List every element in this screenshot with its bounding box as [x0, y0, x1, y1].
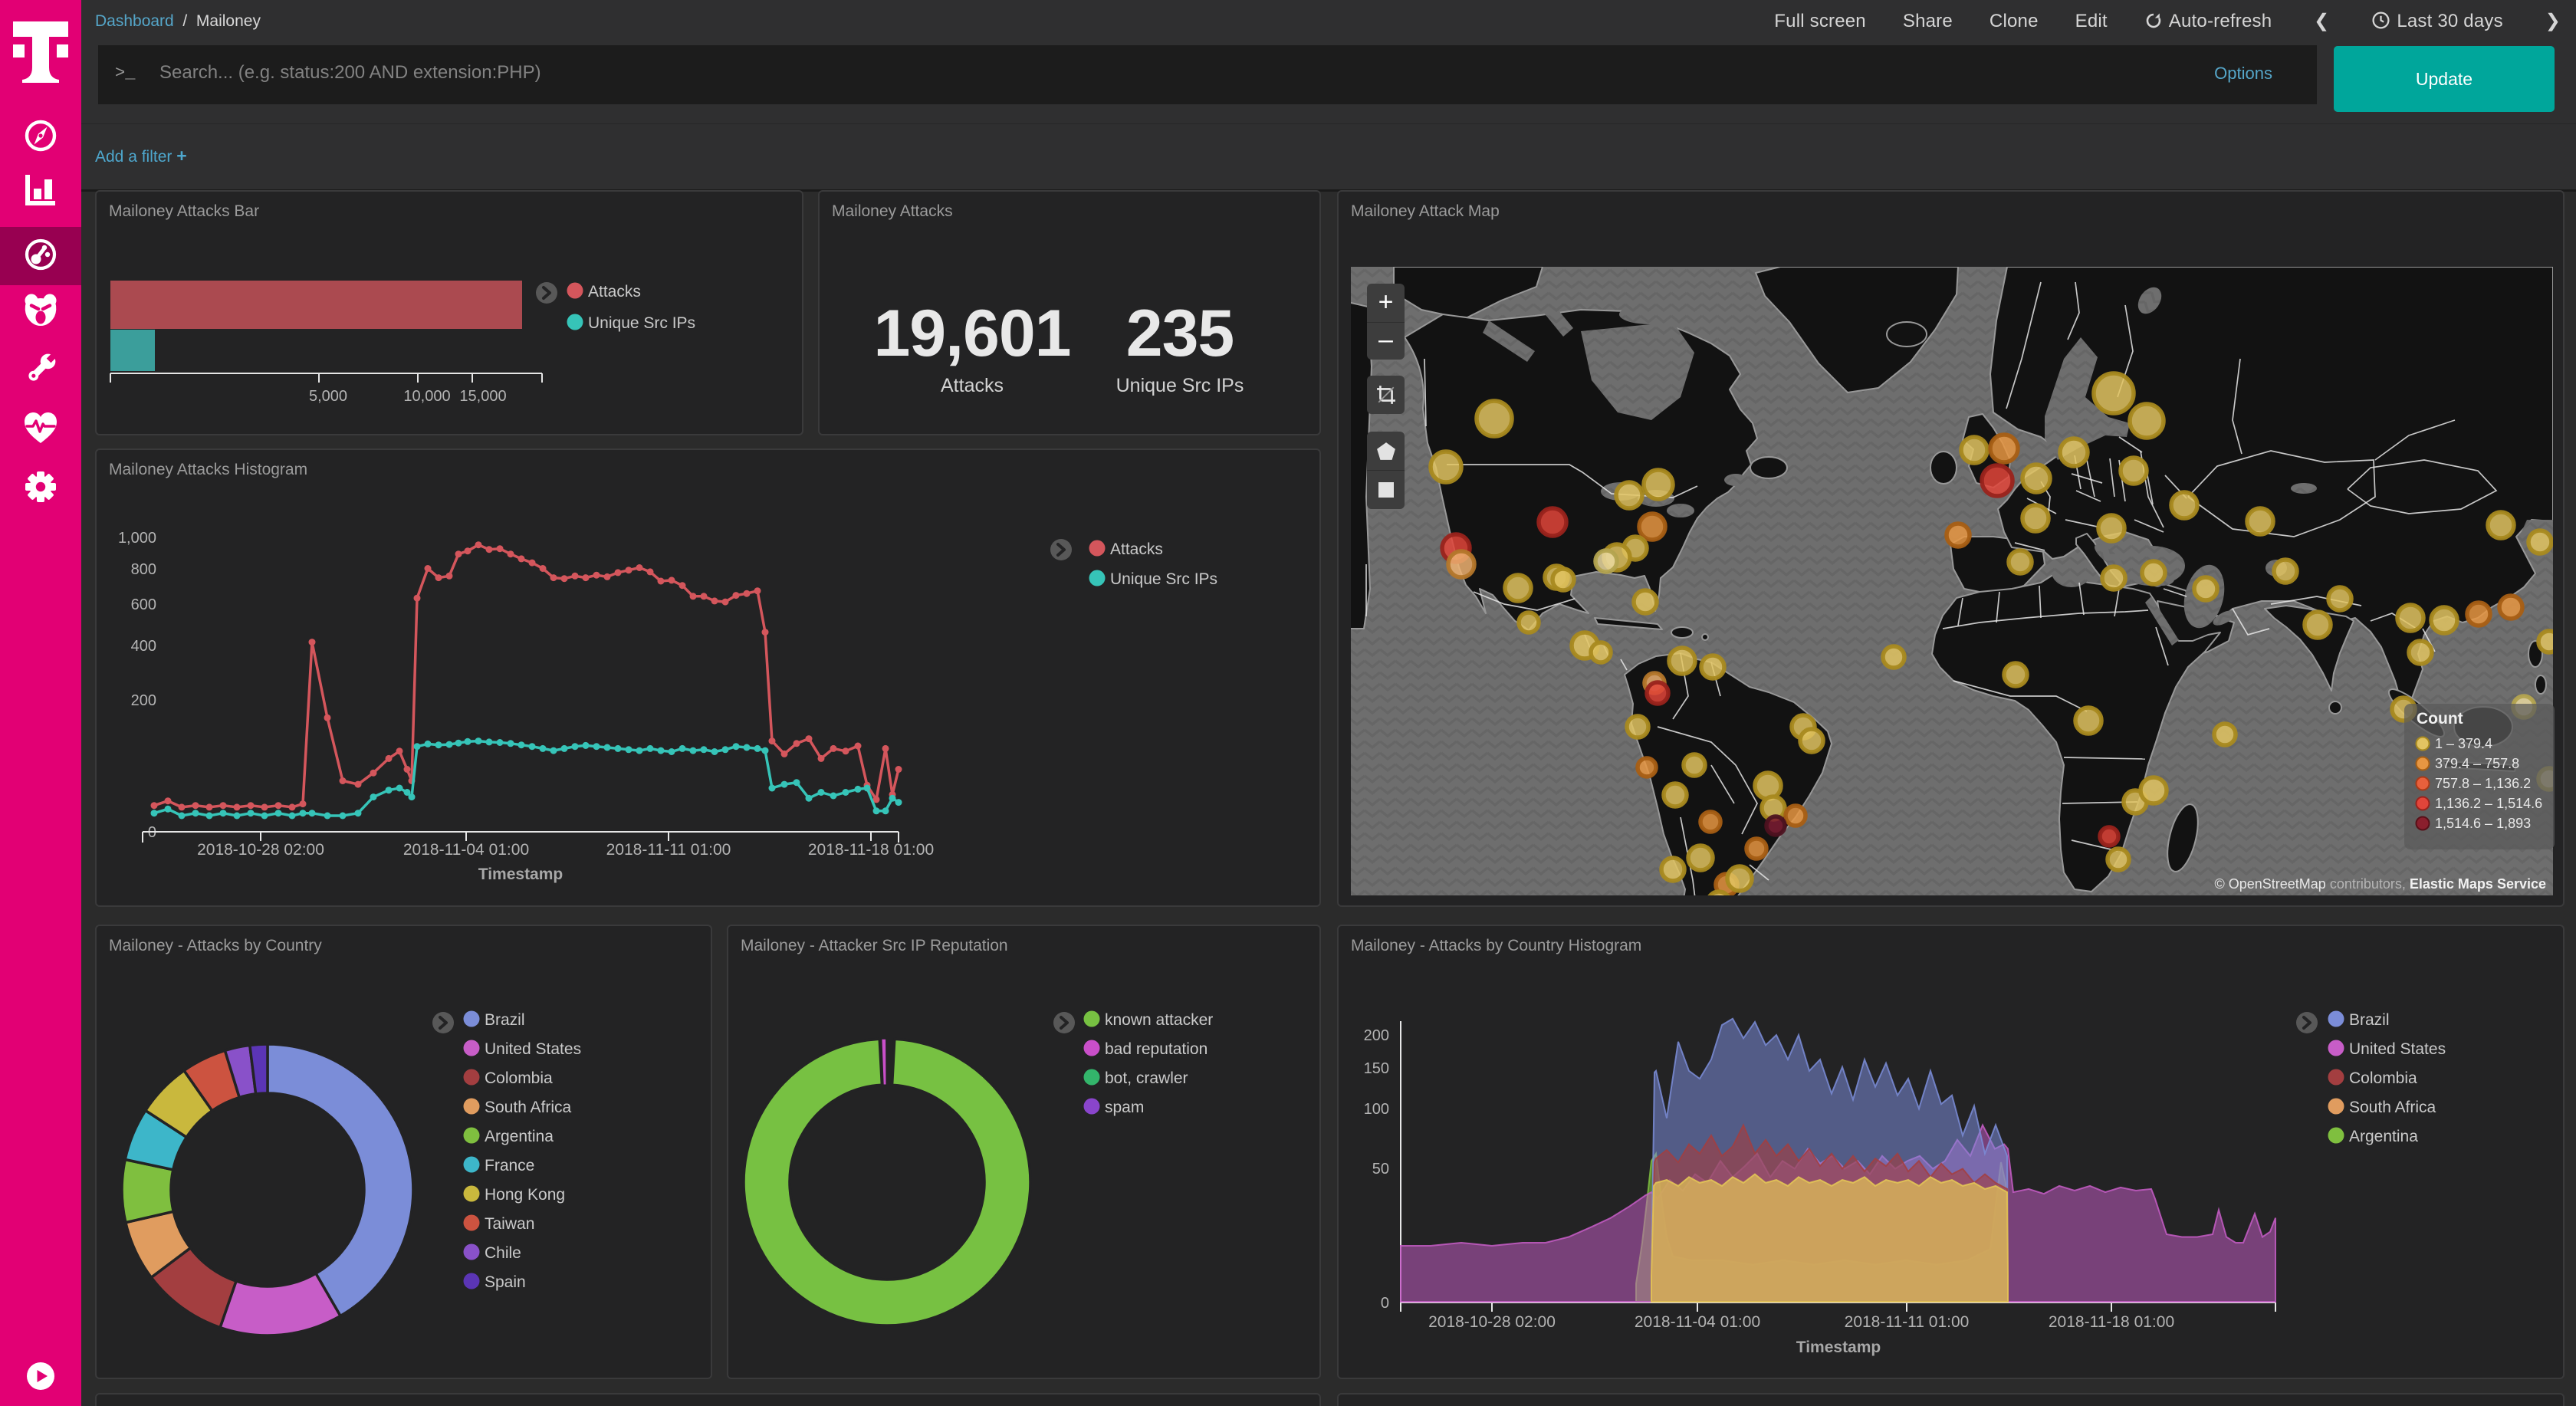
svg-text:200: 200	[131, 692, 156, 709]
svg-text:known attacker: known attacker	[1105, 1011, 1213, 1029]
svg-text:50: 50	[1372, 1161, 1389, 1178]
svg-text:Colombia: Colombia	[485, 1069, 553, 1087]
svg-text:150: 150	[1364, 1060, 1389, 1077]
svg-text:379.4 – 757.8: 379.4 – 757.8	[2435, 756, 2519, 771]
svg-text:South Africa: South Africa	[2349, 1099, 2436, 1116]
svg-text:Argentina: Argentina	[485, 1128, 554, 1145]
svg-text:100: 100	[1364, 1101, 1389, 1118]
svg-text:Spain: Spain	[485, 1273, 526, 1291]
svg-text:2018-11-18 01:00: 2018-11-18 01:00	[2049, 1313, 2174, 1331]
svg-text:Brazil: Brazil	[485, 1011, 525, 1029]
svg-text:bot, crawler: bot, crawler	[1105, 1069, 1188, 1087]
svg-text:United States: United States	[2349, 1040, 2446, 1058]
svg-text:1,000: 1,000	[118, 530, 156, 547]
svg-text:1,514.6 – 1,893: 1,514.6 – 1,893	[2435, 816, 2531, 831]
svg-text:1,136.2 – 1,514.6: 1,136.2 – 1,514.6	[2435, 796, 2542, 811]
svg-text:0: 0	[1381, 1295, 1389, 1312]
svg-text:Timestamp: Timestamp	[1796, 1339, 1881, 1356]
svg-text:Argentina: Argentina	[2349, 1128, 2418, 1145]
svg-text:South Africa: South Africa	[485, 1099, 572, 1116]
svg-text:bad reputation: bad reputation	[1105, 1040, 1208, 1058]
svg-text:800: 800	[131, 561, 156, 578]
svg-text:5,000: 5,000	[309, 388, 347, 405]
svg-text:200: 200	[1364, 1027, 1389, 1044]
svg-text:757.8 – 1,136.2: 757.8 – 1,136.2	[2435, 776, 2531, 791]
svg-text:United States: United States	[485, 1040, 581, 1058]
svg-text:Attacks: Attacks	[1110, 540, 1163, 558]
svg-text:Unique Src IPs: Unique Src IPs	[588, 314, 695, 332]
svg-text:Colombia: Colombia	[2349, 1069, 2417, 1087]
svg-text:2018-11-04 01:00: 2018-11-04 01:00	[403, 841, 529, 859]
svg-text:Chile: Chile	[485, 1244, 521, 1262]
svg-text:Brazil: Brazil	[2349, 1011, 2390, 1029]
svg-text:2018-11-11 01:00: 2018-11-11 01:00	[606, 841, 731, 859]
svg-text:Attacks: Attacks	[588, 283, 641, 301]
svg-text:2018-11-18 01:00: 2018-11-18 01:00	[808, 841, 934, 859]
svg-text:2018-10-28 02:00: 2018-10-28 02:00	[197, 841, 324, 859]
svg-text:France: France	[485, 1157, 534, 1174]
svg-text:2018-11-04 01:00: 2018-11-04 01:00	[1635, 1313, 1760, 1331]
svg-text:15,000: 15,000	[459, 388, 506, 405]
svg-text:Hong Kong: Hong Kong	[485, 1186, 565, 1204]
svg-text:Taiwan: Taiwan	[485, 1215, 534, 1233]
svg-text:400: 400	[131, 638, 156, 655]
svg-text:10,000: 10,000	[403, 388, 450, 405]
svg-text:spam: spam	[1105, 1099, 1144, 1116]
svg-text:Timestamp: Timestamp	[478, 866, 564, 883]
svg-text:1 – 379.4: 1 – 379.4	[2435, 736, 2492, 751]
svg-text:2018-10-28 02:00: 2018-10-28 02:00	[1428, 1313, 1556, 1331]
svg-text:Unique Src IPs: Unique Src IPs	[1110, 570, 1217, 588]
svg-text:2018-11-11 01:00: 2018-11-11 01:00	[1845, 1313, 1970, 1331]
svg-text:600: 600	[131, 596, 156, 613]
